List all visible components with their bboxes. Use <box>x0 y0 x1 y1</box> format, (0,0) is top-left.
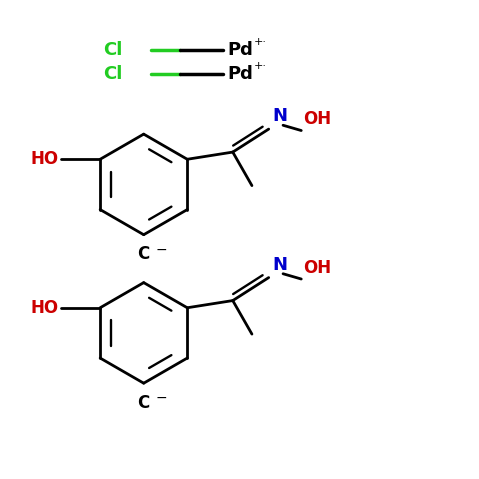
Text: Pd: Pd <box>228 65 253 83</box>
Text: OH: OH <box>303 110 331 128</box>
Text: +·: +· <box>254 37 267 46</box>
Text: −: − <box>156 242 167 256</box>
Text: Cl: Cl <box>103 41 122 59</box>
Text: OH: OH <box>303 259 331 277</box>
Text: HO: HO <box>30 150 58 168</box>
Text: HO: HO <box>30 299 58 317</box>
Text: N: N <box>273 107 287 125</box>
Text: Pd: Pd <box>228 41 253 59</box>
Text: Cl: Cl <box>103 65 122 83</box>
Text: C: C <box>137 245 150 263</box>
Text: −: − <box>156 391 167 405</box>
Text: C: C <box>137 394 150 412</box>
Text: N: N <box>273 256 287 274</box>
Text: +·: +· <box>254 61 267 70</box>
